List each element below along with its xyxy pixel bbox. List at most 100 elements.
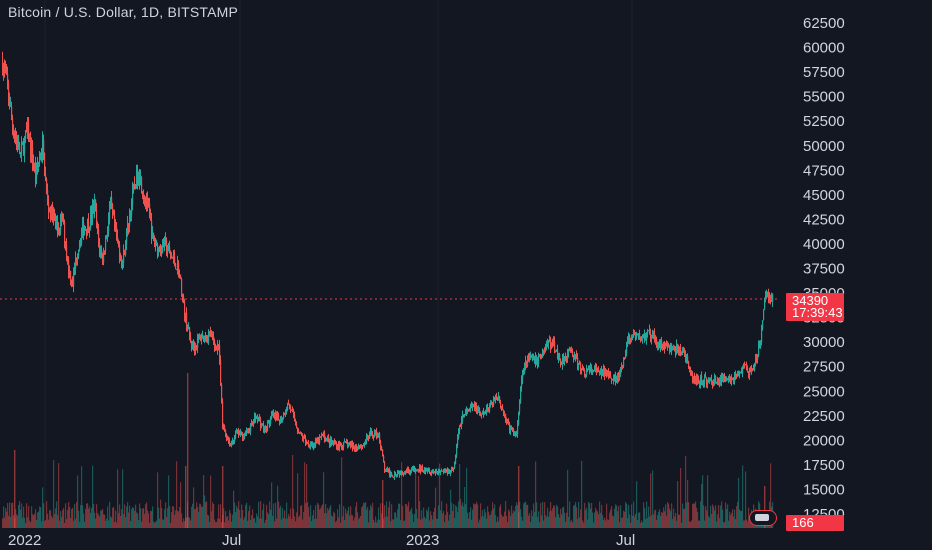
candle-body [206, 340, 208, 342]
candle-body [196, 345, 198, 349]
volume-bar [457, 512, 459, 528]
candle-body [530, 355, 532, 360]
volume-bar [346, 513, 348, 528]
candle-body [195, 345, 197, 351]
candle-body [144, 197, 146, 202]
time-axis[interactable]: 2022 Jul 2023 Jul [8, 532, 635, 549]
volume-bar [520, 509, 522, 528]
candle-body [119, 245, 121, 258]
candle-body [580, 363, 582, 371]
volume-bar [529, 513, 531, 528]
volume-bar [640, 522, 642, 528]
candle-body [643, 334, 645, 338]
volume-bar [369, 510, 371, 528]
volume-bar [401, 462, 403, 528]
volume-bar [476, 501, 478, 528]
volume-bar [628, 504, 630, 528]
candle-body [241, 431, 243, 433]
candle-body [172, 257, 174, 259]
volume-bar [634, 516, 636, 528]
volume-bar [30, 522, 32, 528]
candle-body [252, 422, 254, 424]
volume-bar [239, 510, 241, 528]
volume-bar [694, 503, 696, 528]
candle-body [106, 237, 108, 239]
volume-bar [129, 505, 131, 528]
volume-bar [180, 482, 182, 528]
volume-bar [56, 501, 58, 528]
price-axis[interactable]: 1250015000175002000022500250002750030000… [803, 15, 845, 523]
volume-flag-icon[interactable] [749, 510, 777, 526]
volume-bar [627, 518, 629, 528]
candle-body [210, 331, 212, 334]
volume-bar [288, 513, 290, 528]
volume-bar [726, 509, 728, 528]
candle-body [282, 418, 284, 421]
candle-body [771, 298, 773, 302]
volume-bar [89, 506, 91, 528]
volume-bar [516, 502, 518, 528]
volume-bar [618, 506, 620, 528]
candle-body [90, 212, 92, 228]
candle-body [642, 334, 644, 338]
candle-body [143, 195, 145, 198]
candle-body [575, 355, 577, 357]
volume-bar [547, 507, 549, 528]
volume-bar [57, 515, 59, 528]
volume-bar [426, 509, 428, 528]
candle-body [468, 409, 470, 411]
candle-body [395, 473, 397, 477]
volume-bar [711, 513, 713, 528]
candle-body [389, 470, 391, 476]
volume-bar [682, 503, 684, 528]
candle-body [407, 468, 409, 473]
volume-bar [533, 503, 535, 528]
candle-body [21, 144, 23, 154]
candle-body [605, 370, 607, 376]
volume-bar [644, 508, 646, 528]
candle-body [597, 369, 599, 372]
volume-bar [286, 502, 288, 528]
candle-body [745, 364, 747, 366]
volume-bar [709, 517, 711, 528]
candle-body [765, 295, 767, 299]
candle-body [188, 327, 190, 330]
candle-body [100, 249, 102, 252]
volume-bar [274, 521, 276, 528]
candle-body [179, 274, 181, 276]
candle-body [168, 247, 170, 252]
candle-body [364, 442, 366, 445]
volume-bar [105, 520, 107, 528]
candle-body [505, 413, 507, 419]
volume-bar [172, 506, 174, 528]
candle-body [483, 410, 485, 415]
candle-body [501, 406, 503, 408]
candle-body [176, 269, 178, 271]
volume-bar [220, 504, 222, 528]
volume-bar [685, 456, 687, 528]
volume-bar [733, 516, 735, 528]
volume-bar [689, 521, 691, 528]
candle-body [373, 435, 375, 438]
candle-body [43, 140, 45, 154]
candle-body [632, 337, 634, 339]
volume-bar [456, 506, 458, 528]
volume-bar [142, 508, 144, 528]
price-tick-label: 50000 [803, 138, 845, 155]
volume-bar [307, 502, 309, 528]
volume-bar [205, 502, 207, 528]
price-tick-label: 22500 [803, 408, 845, 425]
volume-bar [96, 504, 98, 528]
candle-body [427, 469, 429, 472]
candle-body [11, 106, 13, 119]
candle-body [601, 369, 603, 376]
volume-bar [98, 514, 100, 528]
candle-body [706, 377, 708, 385]
candle-body [390, 472, 392, 476]
candle-body [105, 238, 107, 252]
candle-body [187, 327, 189, 330]
price-tick-label: 57500 [803, 64, 845, 81]
volume-bar [20, 509, 22, 528]
candle-body [611, 378, 613, 380]
